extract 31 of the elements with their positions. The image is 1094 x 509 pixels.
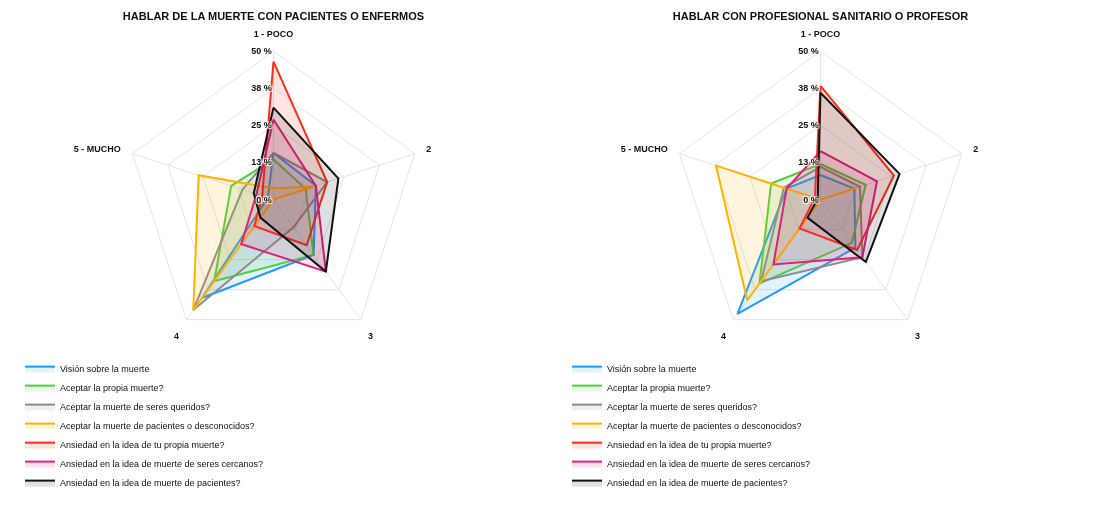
legend-label: Aceptar la muerte de seres queridos? [60,402,211,413]
spoke-label: 4 [721,330,727,341]
spoke-label: 3 [914,330,920,341]
legend-label: Ansiedad en la idea de muerte de seres cercanos? [60,459,264,470]
legend-label: Aceptar la muerte de seres queridos? [607,402,758,413]
y-tick-label: 25 % [251,120,272,131]
legend-label: Visión sobre la muerte [60,364,150,375]
legend-label: Ansiedad en la idea de tu propia muerte? [607,440,772,451]
y-tick-label: 0 % [256,194,272,205]
y-tick-label: 50 % [798,46,819,57]
chart-title: HABLAR DE LA MUERTE CON PACIENTES O ENFERMOS [122,10,425,23]
legend-label: Aceptar la muerte de pacientes o desconocidos? [607,421,802,432]
legend-label: Aceptar la muerte de pacientes o desconocidos? [60,421,255,432]
spoke-label: 2 [426,144,432,155]
spoke-label: 5 - MUCHO [620,144,668,155]
spoke-label: 2 [973,144,979,155]
y-tick-label: 38 % [798,83,819,94]
spoke-label: 4 [174,330,180,341]
legend-label: Ansiedad en la idea de tu propia muerte? [60,440,225,451]
legend-label: Aceptar la propia muerte? [607,383,711,394]
chart-title: HABLAR CON PROFESIONAL SANITARIO O PROFESOR [672,10,969,23]
legend-label: Visión sobre la muerte [607,364,697,375]
y-tick-label: 50 % [251,46,272,57]
legend-label: Ansiedad en la idea de muerte de pacientes? [607,478,788,489]
legend-label: Ansiedad en la idea de muerte de seres cercanos? [607,459,811,470]
legend-label: Ansiedad en la idea de muerte de pacientes? [60,478,241,489]
spoke-label: 3 [367,330,373,341]
spoke-label: 1 - POCO [800,29,841,40]
spoke-label: 1 - POCO [253,29,294,40]
legend-label: Aceptar la propia muerte? [60,383,164,394]
spoke-label: 5 - MUCHO [73,144,121,155]
